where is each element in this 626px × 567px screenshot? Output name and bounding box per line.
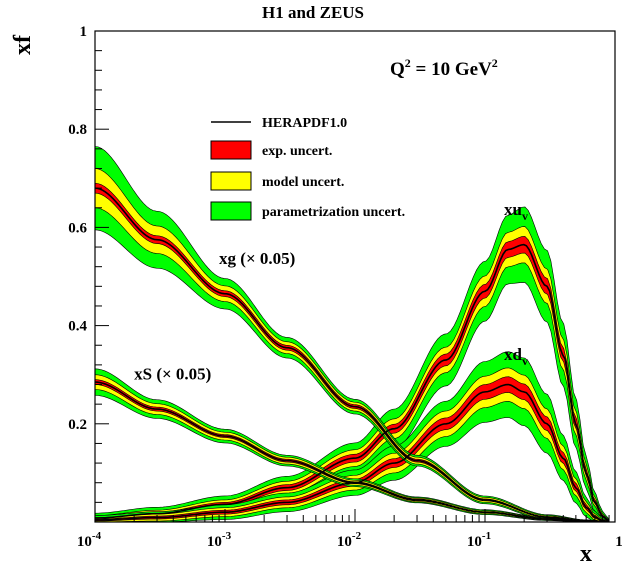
legend-box-swatch: [210, 140, 252, 160]
series-3-param-band: [95, 368, 610, 522]
x-axis-label: x: [580, 541, 592, 567]
curve-labels: xuv xdv xg (× 0.05) xS (× 0.05): [134, 200, 528, 383]
series-0-central-line: [95, 243, 610, 522]
series-2-model-band: [95, 168, 610, 522]
legend-label: HERAPDF1.0: [262, 116, 347, 131]
legend-label: parametrization uncert.: [262, 205, 405, 220]
legend-label: exp. uncert.: [262, 144, 332, 159]
x-tick-label: 10-2: [337, 530, 362, 550]
x-tick-label: 10-3: [207, 530, 232, 550]
q2-annotation: Q2 = 10 GeV2: [390, 56, 498, 80]
series-3-central-line: [95, 381, 610, 522]
y-tick-label: 0.4: [68, 319, 87, 335]
series-2-param-band: [95, 146, 610, 522]
series-0-label: xuv: [504, 200, 528, 223]
series-2-label: xg (× 0.05): [219, 249, 295, 268]
y-tick-label: 0.8: [68, 122, 87, 138]
x-tick-label: 1: [615, 534, 623, 550]
y-tick-label: 1: [80, 24, 88, 40]
series-3-label: xS (× 0.05): [134, 365, 211, 384]
legend: HERAPDF1.0 exp. uncert. model uncert. param…: [210, 116, 405, 221]
pdf-central-curves: [95, 187, 610, 522]
series-3-model-band: [95, 374, 610, 522]
x-axis: 10-4 10-3 10-2 10-1 1: [77, 509, 623, 550]
series-1-label: xdv: [504, 345, 528, 368]
legend-box-swatch: [210, 171, 252, 191]
y-tick-label: 0.2: [68, 417, 87, 433]
chart-title: H1 and ZEUS: [262, 3, 364, 22]
x-tick-label: 10-1: [467, 530, 491, 550]
y-tick-label: 0.6: [68, 220, 87, 236]
series-1-model-band: [95, 367, 610, 522]
legend-box-swatch: [210, 201, 252, 221]
legend-label: model uncert.: [262, 175, 344, 190]
y-axis: 0.2 0.4 0.6 0.8 1: [68, 24, 109, 503]
y-axis-label: xf: [10, 34, 36, 55]
x-tick-label: 10-4: [77, 530, 102, 550]
pdf-bands: [95, 146, 610, 522]
series-2-central-line: [95, 187, 610, 522]
